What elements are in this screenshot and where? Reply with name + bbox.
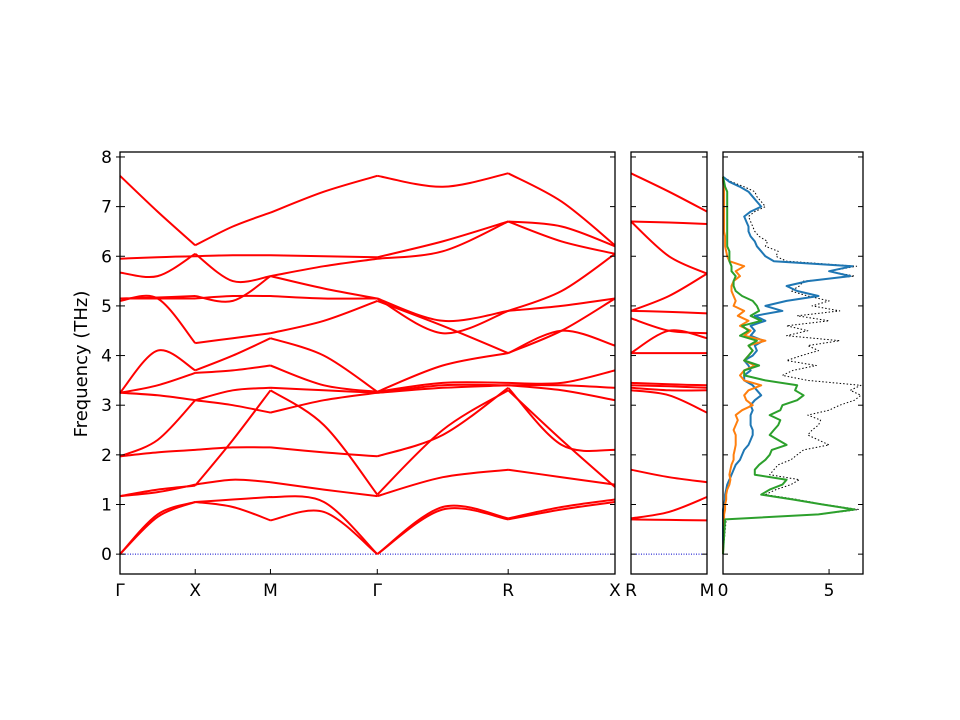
band-13 — [119, 220, 616, 283]
band-14 — [630, 220, 708, 225]
y-tick-label: 4 — [101, 347, 112, 367]
band-3 — [630, 468, 708, 484]
band-15 — [119, 172, 616, 247]
band-1 — [119, 501, 616, 555]
y-tick-label: 0 — [101, 545, 112, 565]
band-8 — [119, 364, 616, 394]
band-4 — [119, 389, 616, 498]
dos-axes-frame — [722, 151, 864, 575]
band-6 — [630, 384, 708, 389]
x-tick-label: X — [189, 581, 201, 601]
band-structure-main-panel: Γ X M Γ R X 0 1 2 3 4 5 6 7 8 — [101, 148, 621, 601]
x-tick-label: Γ — [115, 581, 125, 601]
dos-x-tick-label: 0 — [718, 581, 729, 601]
band-7 — [119, 383, 616, 402]
y-tick-label: 6 — [101, 247, 112, 267]
band-1 — [630, 518, 708, 522]
x-tick-label: Γ — [373, 581, 383, 601]
y-tick-label: 5 — [101, 297, 112, 317]
band-7 — [630, 381, 708, 387]
band-6 — [119, 384, 616, 458]
band-4 — [630, 389, 708, 414]
y-tick-label: 3 — [101, 396, 112, 416]
y-tick-label: 2 — [101, 446, 112, 466]
band-11 — [119, 294, 616, 335]
band-5 — [630, 386, 708, 392]
band-10 — [119, 294, 616, 355]
band-15 — [630, 172, 708, 213]
x-tick-label: M — [263, 581, 278, 601]
band-12 — [119, 252, 616, 323]
band-12 — [630, 272, 708, 312]
dos-x-tick-label: 5 — [824, 581, 835, 601]
y-tick-label: 7 — [101, 198, 112, 218]
band-5 — [119, 386, 616, 458]
dos-series-2 — [722, 176, 854, 555]
band-14 — [119, 220, 616, 260]
band-2 — [630, 496, 708, 520]
dos-series-1 — [722, 176, 862, 555]
dos-series-4 — [722, 176, 856, 555]
band-2 — [119, 495, 616, 555]
x-tick-label: R — [625, 581, 637, 601]
axes-frame — [119, 151, 616, 575]
y-axis-label: Frequency (THz) — [71, 291, 92, 438]
x-tick-label: R — [502, 581, 514, 601]
band-10 — [630, 317, 708, 335]
axes-frame — [630, 151, 708, 575]
band-9 — [119, 329, 616, 394]
x-tick-label: X — [609, 581, 621, 601]
x-tick-label: M — [700, 581, 715, 601]
y-tick-label: 8 — [101, 148, 112, 168]
band-3 — [119, 468, 616, 498]
band-13 — [630, 220, 708, 275]
y-tick-label: 1 — [101, 495, 112, 515]
band-11 — [630, 309, 708, 315]
